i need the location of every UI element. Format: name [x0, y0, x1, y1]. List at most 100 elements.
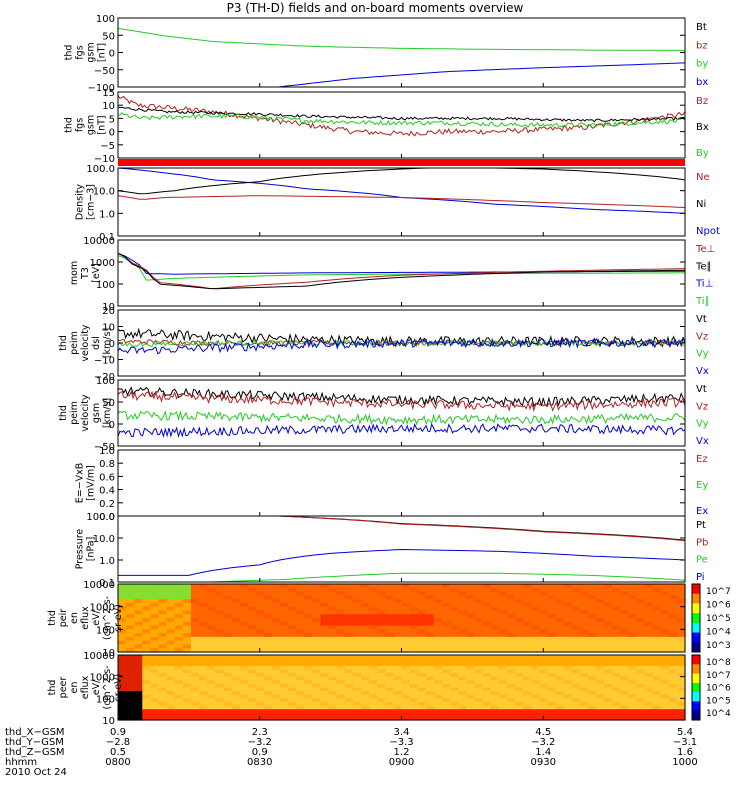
- heatmap-cell: [523, 591, 532, 596]
- heatmap-cell: [668, 680, 678, 685]
- heatmap-cell: [620, 694, 629, 699]
- heatmap-cell: [312, 712, 322, 717]
- heatmap-cell: [482, 698, 492, 703]
- heatmap-cell: [126, 640, 135, 646]
- heatmap-cell: [668, 636, 678, 642]
- heatmap-cell: [215, 633, 224, 638]
- heatmap-cell: [506, 606, 516, 612]
- heatmap-cell: [174, 621, 184, 627]
- legend-entry: Pb: [696, 537, 708, 548]
- heatmap-cell: [628, 673, 637, 678]
- heatmap-cell: [352, 665, 362, 671]
- heatmap-cell: [644, 584, 654, 589]
- heatmap-cell: [466, 687, 475, 692]
- heatmap-cell: [336, 698, 346, 703]
- heatmap-cell: [628, 633, 637, 638]
- heatmap-cell: [490, 644, 500, 649]
- heatmap-cell: [142, 599, 151, 604]
- heatmap-cell: [450, 587, 459, 593]
- y-axis-label: [eV]: [91, 263, 102, 283]
- legend-entry: bx: [696, 77, 708, 88]
- heatmap-cell: [506, 587, 516, 593]
- heatmap-cell: [539, 591, 548, 596]
- heatmap-cell: [450, 691, 459, 696]
- heatmap-cell: [531, 680, 540, 685]
- heatmap-cell: [344, 658, 354, 663]
- heatmap-cell: [166, 602, 176, 608]
- heatmap-cell: [280, 629, 289, 634]
- heatmap-cell: [555, 621, 565, 627]
- heatmap-cell: [296, 602, 305, 608]
- heatmap-cell: [409, 665, 419, 671]
- heatmap-cell: [458, 691, 467, 696]
- heatmap-cell: [458, 676, 467, 681]
- heatmap-cell: [174, 698, 184, 703]
- heatmap-cell: [555, 610, 565, 615]
- heatmap-cell: [498, 614, 508, 619]
- heatmap-cell: [263, 625, 273, 630]
- heatmap-cell: [296, 629, 305, 634]
- panel-frame: [117, 449, 686, 517]
- x-tick-label: 0.9: [110, 727, 126, 738]
- heatmap-cell: [385, 606, 394, 612]
- heatmap-cell: [579, 665, 589, 671]
- heatmap-cell: [628, 648, 637, 653]
- heatmap-cell: [506, 673, 516, 678]
- heatmap-cell: [288, 701, 297, 707]
- heatmap-cell: [523, 633, 532, 638]
- heatmap-cell: [490, 676, 500, 681]
- heatmap-cell: [312, 633, 322, 638]
- heatmap-cell: [352, 591, 362, 596]
- x-tick-label: 4.5: [535, 727, 551, 738]
- y-axis-label: sr-eV): [113, 674, 124, 702]
- heatmap-cell: [474, 694, 484, 699]
- heatmap-cell: [344, 606, 354, 612]
- heatmap-cell: [377, 618, 386, 623]
- heatmap-cell: [320, 636, 330, 642]
- heatmap-cell: [660, 698, 670, 703]
- heatmap-cell: [604, 676, 613, 681]
- heatmap-cell: [644, 591, 654, 596]
- heatmap-cell: [466, 662, 475, 667]
- heatmap-cell: [328, 636, 338, 642]
- heatmap-cell: [158, 687, 168, 692]
- heatmap-cell: [579, 658, 589, 663]
- heatmap-cell: [644, 673, 654, 678]
- heatmap-cell: [450, 595, 459, 600]
- heatmap-cell: [668, 701, 678, 707]
- heatmap-cell: [166, 584, 176, 589]
- heatmap-cell: [166, 640, 176, 646]
- heatmap-cell: [134, 606, 143, 612]
- heatmap-cell: [620, 701, 629, 707]
- heatmap-cell: [506, 648, 516, 653]
- heatmap-cell: [174, 676, 184, 681]
- heatmap-cell: [393, 595, 403, 600]
- heatmap-cell: [628, 614, 637, 619]
- heatmap-cell: [442, 614, 451, 619]
- heatmap-cell: [523, 610, 532, 615]
- heatmap-cell: [385, 694, 394, 699]
- heatmap-cell: [563, 633, 573, 638]
- heatmap-cell: [579, 676, 589, 681]
- heatmap-cell: [547, 716, 556, 721]
- heatmap-cell: [636, 669, 646, 674]
- heatmap-cell: [174, 687, 184, 692]
- heatmap-cell: [231, 648, 241, 653]
- heatmap-cell: [182, 648, 192, 653]
- heatmap-cell: [223, 716, 232, 721]
- legend-entry: Vx: [696, 366, 709, 377]
- heatmap-cell: [409, 676, 419, 681]
- heatmap-cell: [636, 640, 646, 646]
- heatmap-cell: [174, 633, 184, 638]
- heatmap-cell: [652, 629, 662, 634]
- heatmap-cell: [223, 610, 232, 615]
- colorbar-segment: [692, 655, 700, 665]
- heatmap-cell: [676, 602, 686, 608]
- x-tick-label: 5.4: [677, 727, 693, 738]
- heatmap-cell: [312, 625, 322, 630]
- heatmap-cell: [417, 712, 427, 717]
- heatmap-cell: [523, 618, 532, 623]
- heatmap-cell: [579, 621, 589, 627]
- heatmap-cell: [652, 676, 662, 681]
- heatmap-cell: [199, 709, 208, 714]
